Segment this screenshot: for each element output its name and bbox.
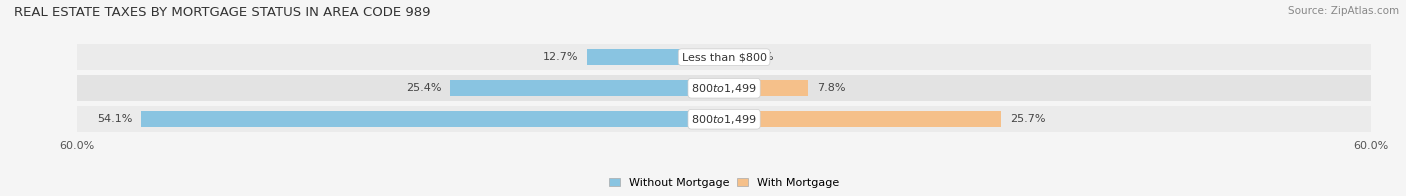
Legend: Without Mortgage, With Mortgage: Without Mortgage, With Mortgage (605, 173, 844, 192)
Bar (588, 49, 724, 65)
Text: 0.48%: 0.48% (738, 52, 773, 62)
Text: 25.4%: 25.4% (406, 83, 441, 93)
Bar (724, 80, 808, 96)
Bar (450, 80, 724, 96)
Bar (77, 44, 1371, 70)
Bar (724, 49, 730, 65)
Text: 25.7%: 25.7% (1010, 114, 1045, 124)
Bar (77, 106, 1371, 132)
Text: Source: ZipAtlas.com: Source: ZipAtlas.com (1288, 6, 1399, 16)
Text: REAL ESTATE TAXES BY MORTGAGE STATUS IN AREA CODE 989: REAL ESTATE TAXES BY MORTGAGE STATUS IN … (14, 6, 430, 19)
Text: 54.1%: 54.1% (97, 114, 132, 124)
Text: Less than $800: Less than $800 (682, 52, 766, 62)
Bar (724, 111, 1001, 127)
Bar (77, 75, 1371, 101)
Text: $800 to $1,499: $800 to $1,499 (692, 82, 756, 95)
Text: $800 to $1,499: $800 to $1,499 (692, 113, 756, 126)
Text: 12.7%: 12.7% (543, 52, 579, 62)
Text: 7.8%: 7.8% (817, 83, 845, 93)
Bar (141, 111, 724, 127)
